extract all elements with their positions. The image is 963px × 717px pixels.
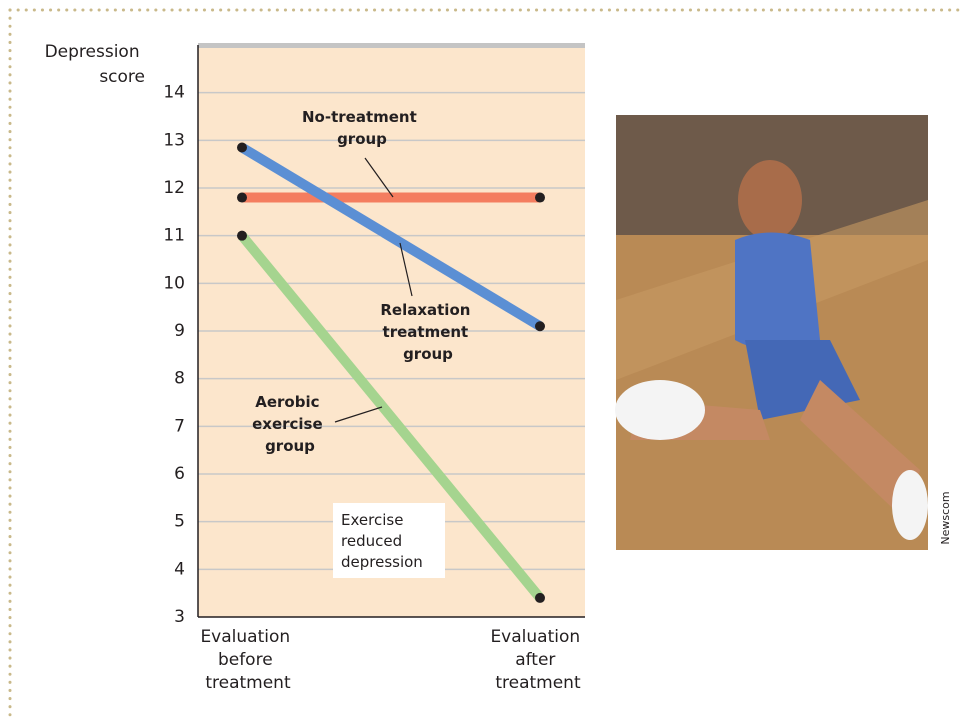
- y-tick-label: 8: [174, 369, 185, 389]
- y-tick-label: 11: [163, 226, 185, 246]
- data-point: [237, 142, 247, 153]
- y-tick-label: 10: [163, 273, 185, 293]
- y-tick-label: 7: [174, 416, 185, 436]
- photo-credit: Newscom: [939, 491, 952, 544]
- photo: [615, 115, 928, 550]
- x-tick-label: Evaluation before treatment: [200, 627, 295, 693]
- y-tick-label: 5: [174, 512, 185, 532]
- series-line: [239, 143, 543, 331]
- plot-top-bar: [198, 43, 585, 48]
- annotation-box: [333, 503, 445, 578]
- series-label: No-treatment group: [302, 108, 422, 148]
- series-label: Aerobic exercise group: [252, 393, 328, 455]
- series-label: Relaxation treatment group: [380, 301, 475, 363]
- data-point: [535, 321, 545, 332]
- y-tick-label: 4: [174, 559, 185, 579]
- y-tick-label: 9: [174, 321, 185, 341]
- y-tick-label: 13: [163, 130, 185, 150]
- leader-line: [334, 406, 383, 423]
- y-tick-label: 6: [174, 464, 185, 484]
- data-point: [237, 230, 247, 241]
- annotation: Exercise reduced depression: [341, 511, 423, 571]
- series-line: [238, 232, 544, 602]
- data-point: [237, 192, 247, 203]
- y-tick-label: 3: [174, 607, 185, 627]
- y-axis-label: Depression score: [45, 42, 145, 87]
- data-point: [535, 592, 545, 603]
- x-tick-label: Evaluation after treatment: [490, 627, 585, 693]
- y-tick-label: 14: [163, 83, 185, 103]
- y-tick-label: 12: [163, 178, 185, 198]
- leader-line: [364, 157, 394, 198]
- leader-line: [399, 242, 413, 297]
- data-point: [535, 192, 545, 203]
